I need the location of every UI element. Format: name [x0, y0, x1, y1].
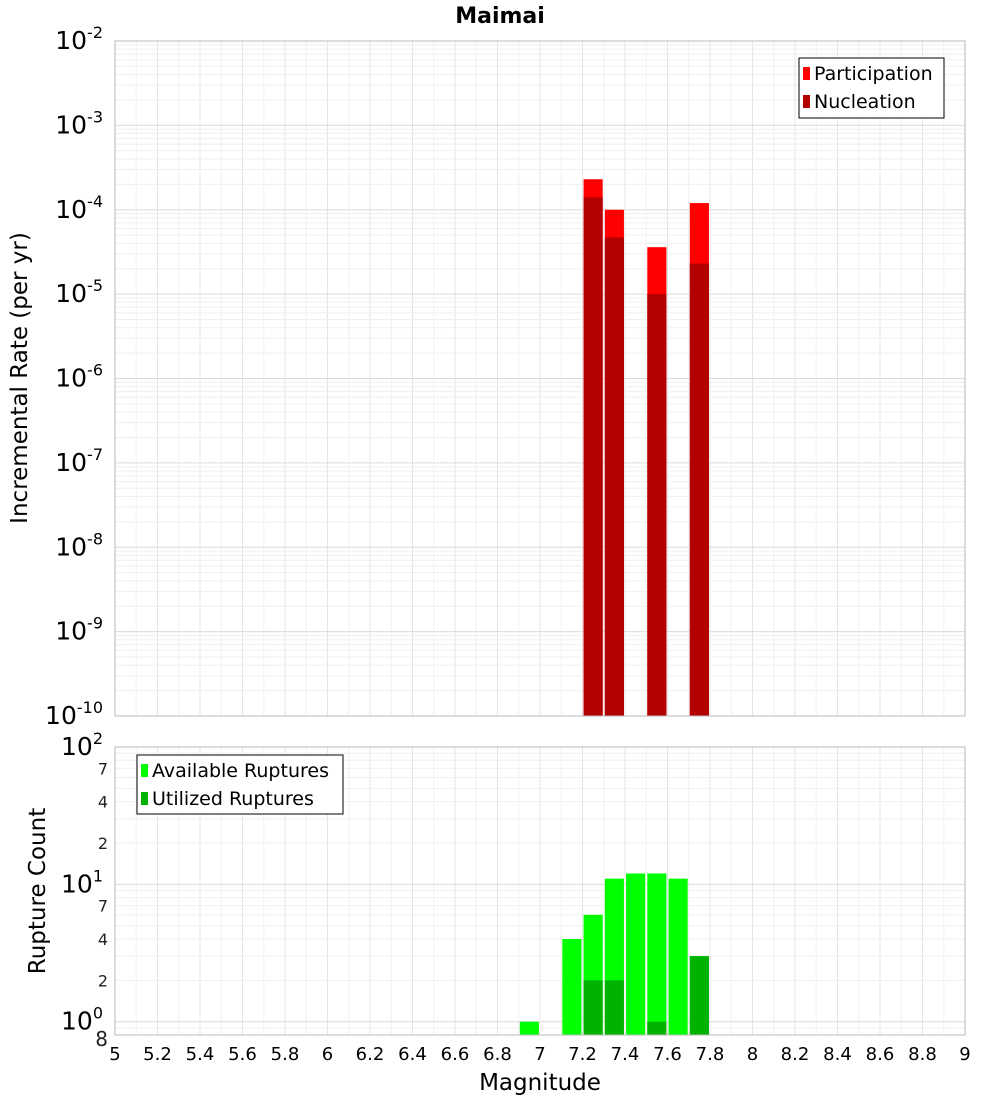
- x-tick-label: 6.2: [356, 1044, 385, 1065]
- y-tick-label: 10-5: [55, 276, 103, 308]
- x-axis-label: Magnitude: [479, 1070, 601, 1096]
- legend-label: Utilized Ruptures: [152, 788, 314, 810]
- y-minor-tick-label: 7: [98, 897, 108, 916]
- top-legend: Participation Nucleation: [798, 57, 945, 119]
- y-tick-label: 10-7: [55, 445, 103, 477]
- x-tick-label: 7.4: [611, 1044, 640, 1065]
- bar-available-ruptures: [562, 939, 582, 1035]
- y-minor-tick-label: 2: [98, 834, 108, 853]
- x-tick-label: 8.8: [908, 1044, 937, 1065]
- y-tick-label: 10-4: [55, 192, 103, 224]
- bottom-legend: Available Ruptures Utilized Ruptures: [136, 754, 344, 815]
- bottom-y-axis-label: Rupture Count: [25, 808, 51, 974]
- bar-available-ruptures: [647, 873, 667, 1035]
- bottom-y-tick-labels: 102 101 100 7 4 2 7 4 2 8: [61, 729, 108, 1051]
- legend-frame: [136, 754, 344, 815]
- y-tick-label: 10-8: [55, 529, 103, 561]
- y-tick-label: 100: [61, 1004, 103, 1036]
- y-tick-label: 101: [61, 866, 103, 898]
- x-tick-label: 5.2: [143, 1044, 172, 1065]
- top-y-axis-label: Incremental Rate (per yr): [7, 232, 33, 524]
- y-minor-tick-label: 2: [98, 971, 108, 990]
- x-tick-label: 7.6: [653, 1044, 682, 1065]
- x-tick-label: 8.2: [781, 1044, 810, 1065]
- legend-label: Available Ruptures: [152, 760, 329, 782]
- legend-label: Nucleation: [814, 91, 916, 113]
- y-tick-label: 10-2: [55, 23, 103, 55]
- bar-available-ruptures: [626, 873, 646, 1035]
- legend-swatch: [803, 95, 810, 108]
- x-tick-label: 6.4: [398, 1044, 427, 1065]
- bar-nucleation: [583, 197, 603, 717]
- bar-available-ruptures: [668, 878, 688, 1035]
- x-tick-label: 5: [109, 1044, 120, 1065]
- y-tick-label: 102: [61, 729, 103, 761]
- top-y-tick-labels: 10-2 10-3 10-4 10-5 10-6 10-7 10-8 10-9 10-10: [45, 23, 103, 730]
- bottom-bars: [519, 873, 709, 1035]
- y-minor-tick-label: 4: [98, 793, 108, 812]
- x-tick-label: 7.2: [568, 1044, 597, 1065]
- bar-utilized-ruptures: [689, 956, 709, 1035]
- x-tick-label: 9: [959, 1044, 970, 1065]
- x-tick-labels: 5 5.2 5.4 5.6 5.8 6 6.2 6.4 6.6 6.8 7 7.2 7.4 7.6 7.8 8…: [109, 1044, 970, 1065]
- y-minor-tick-label: 8: [95, 1027, 108, 1051]
- x-tick-label: 6: [322, 1044, 333, 1065]
- bar-nucleation: [647, 294, 667, 716]
- chart-title: Maimai: [455, 4, 545, 29]
- bar-available-ruptures: [519, 1021, 539, 1035]
- x-tick-label: 8.4: [823, 1044, 852, 1065]
- x-tick-label: 5.6: [228, 1044, 257, 1065]
- y-tick-label: 10-6: [55, 361, 103, 393]
- legend-frame: [798, 57, 945, 119]
- x-tick-label: 8: [747, 1044, 758, 1065]
- top-plot-border: [114, 40, 966, 717]
- bottom-plot-border: [114, 746, 966, 1036]
- bar-utilized-ruptures: [604, 980, 624, 1035]
- y-tick-label: 10-9: [55, 614, 103, 646]
- top-grid: [114, 40, 966, 717]
- y-tick-label: 10-10: [45, 698, 103, 730]
- y-minor-tick-label: 7: [98, 759, 108, 778]
- legend-swatch: [803, 67, 810, 80]
- x-tick-label: 5.4: [186, 1044, 215, 1065]
- x-tick-label: 6.8: [483, 1044, 512, 1065]
- bar-utilized-ruptures: [647, 1021, 667, 1035]
- legend-swatch: [141, 764, 148, 777]
- bar-nucleation: [689, 263, 709, 716]
- x-tick-label: 8.6: [866, 1044, 895, 1065]
- legend-swatch: [141, 792, 148, 805]
- y-minor-tick-label: 4: [98, 930, 108, 949]
- x-tick-label: 7.8: [696, 1044, 725, 1065]
- top-bars: [583, 179, 709, 717]
- x-tick-label: 6.6: [441, 1044, 470, 1065]
- x-tick-label: 7: [534, 1044, 545, 1065]
- legend-label: Participation: [814, 63, 933, 85]
- bar-utilized-ruptures: [583, 980, 603, 1035]
- x-tick-label: 5.8: [271, 1044, 300, 1065]
- y-tick-label: 10-3: [55, 107, 103, 139]
- bar-nucleation: [604, 237, 624, 716]
